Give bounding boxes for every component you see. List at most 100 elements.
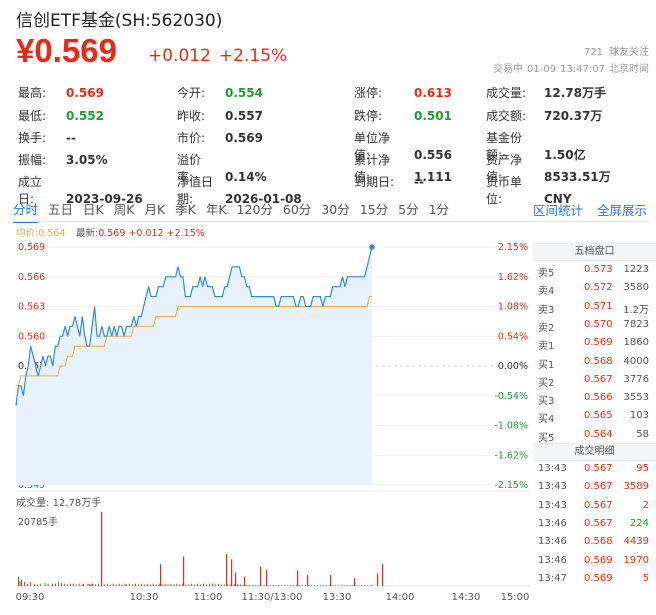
- time-tick-label: 14:00: [386, 592, 415, 603]
- volume-bar: [164, 583, 166, 586]
- volume-bar: [358, 585, 360, 586]
- volume-bar: [158, 583, 160, 586]
- volume-bar: [223, 584, 225, 586]
- tab-6[interactable]: 年K: [205, 202, 227, 217]
- volume-bar: [109, 584, 111, 586]
- volume-bar: [242, 585, 244, 586]
- tab-11[interactable]: 5分: [398, 202, 419, 217]
- quote-value: 0.613: [414, 86, 452, 100]
- volume-bar: [260, 585, 262, 586]
- quote-label: 货币单位:: [486, 175, 523, 206]
- quote-item: 到期日: --: [354, 173, 424, 190]
- fund-title: 信创ETF基金(SH:562030): [16, 11, 223, 31]
- volume-bar: [257, 585, 259, 586]
- price-tick-label: 0.554: [18, 391, 45, 402]
- tab-2[interactable]: 日K: [83, 202, 104, 217]
- volume-bar: [354, 578, 356, 586]
- quote-item: 成立日: 2023-09-26: [18, 173, 143, 207]
- followers-label: 球友关注: [609, 47, 649, 58]
- volume-bar: [176, 583, 178, 586]
- quote-value: CNY: [544, 192, 572, 206]
- quote-item: 跌停: 0.501: [354, 107, 452, 124]
- volume-label: 成交量:: [16, 498, 50, 509]
- volume-max-label: 20785手: [18, 517, 58, 528]
- tab-5[interactable]: 季K: [175, 202, 196, 217]
- tab-12[interactable]: 1分: [428, 202, 450, 217]
- volume-bar: [220, 584, 222, 586]
- volume-bar: [131, 584, 133, 586]
- price-tick-label: 0.563: [18, 302, 45, 313]
- order-book-price: 0.570: [584, 318, 613, 330]
- quote-label: 成立日:: [18, 175, 43, 206]
- fullscreen-link[interactable]: 全屏展示: [597, 203, 648, 218]
- tab-10[interactable]: 15分: [359, 202, 389, 217]
- volume-bar: [319, 585, 321, 586]
- time-tick-label: 13:30: [323, 592, 352, 603]
- tab-3[interactable]: 周K: [113, 202, 135, 217]
- quote-item: 涨停: 0.613: [354, 84, 452, 101]
- status-time: 13:47:07: [560, 64, 605, 75]
- trade-volume: 224: [629, 517, 649, 529]
- order-book-price: 0.565: [584, 410, 613, 422]
- time-tick-label: 09:30: [16, 592, 45, 603]
- volume-bar: [299, 585, 301, 586]
- trades-title: 成交明细: [533, 443, 656, 461]
- quote-value: 8533.51万: [544, 170, 611, 184]
- trade-price: 0.567: [584, 499, 613, 511]
- tab-9[interactable]: 30分: [321, 202, 350, 217]
- followers[interactable]: 721 球友关注: [584, 43, 649, 58]
- volume-bar: [103, 584, 105, 586]
- quote-label: 溢价率:: [177, 153, 202, 184]
- period-tabs: 分时 五日 日K 周K 月K 季K 年K 120分 60分 30分 15分 5分 1分: [13, 199, 459, 223]
- volume-bar: [191, 583, 193, 586]
- order-book-price: 0.568: [584, 355, 613, 367]
- volume-bar: [281, 585, 283, 586]
- status-text: 交易中: [493, 64, 524, 75]
- tab-8[interactable]: 60分: [282, 202, 312, 217]
- last-price-label: 最新:: [76, 228, 99, 239]
- order-book-label: 卖5: [538, 268, 555, 279]
- order-book-label: 卖3: [538, 304, 555, 316]
- order-book-label: 买4: [538, 414, 555, 426]
- order-book-price: 0.573: [584, 264, 613, 275]
- quote-value: 2026-01-08: [225, 192, 302, 206]
- followers-count: 721: [583, 47, 603, 58]
- volume-bar: [343, 585, 345, 586]
- quote-item: 资产净值: 8533.51万: [486, 151, 611, 185]
- volume-bar: [349, 585, 351, 586]
- quote-item: 成交额: 720.37万: [486, 107, 602, 124]
- volume-bar: [305, 585, 307, 586]
- change-value: +0.012: [148, 46, 211, 66]
- last-price-percent: +2.15%: [166, 228, 205, 239]
- volume-bar: [129, 583, 130, 586]
- current-price: ¥0.569: [16, 32, 117, 69]
- percent-tick-label: 0.54%: [498, 331, 528, 342]
- volume-bar: [231, 559, 233, 586]
- order-book-volume: 3776: [623, 373, 649, 385]
- quote-item: 市价: 0.569: [177, 129, 263, 146]
- volume-bar: [297, 570, 299, 586]
- quote-label: 振幅:: [18, 153, 47, 167]
- tab-0[interactable]: 分时: [13, 199, 39, 223]
- quote-value: 0.569: [225, 131, 263, 145]
- price-tick-label: 0.566: [18, 272, 45, 283]
- tab-4[interactable]: 月K: [144, 202, 166, 217]
- order-book-volume: 1223: [623, 264, 649, 275]
- order-book-label: 买5: [538, 432, 555, 444]
- volume-bar: [293, 585, 295, 586]
- tab-7[interactable]: 120分: [236, 202, 273, 217]
- volume-bar: [340, 585, 342, 586]
- volume-bar: [325, 585, 327, 586]
- quote-value: --: [414, 175, 424, 189]
- volume-bar: [106, 583, 108, 586]
- volume-bar: [37, 584, 39, 586]
- volume-bar: [235, 572, 237, 586]
- volume-bar: [89, 584, 91, 586]
- interval-stats-link[interactable]: 区间统计: [533, 203, 584, 218]
- quote-item: 换手: --: [18, 129, 76, 146]
- volume-bar: [188, 584, 190, 586]
- volume-bar: [302, 585, 304, 586]
- volume-bar: [29, 582, 31, 586]
- tab-1[interactable]: 五日: [48, 202, 74, 217]
- trade-time: 13:43: [538, 463, 567, 474]
